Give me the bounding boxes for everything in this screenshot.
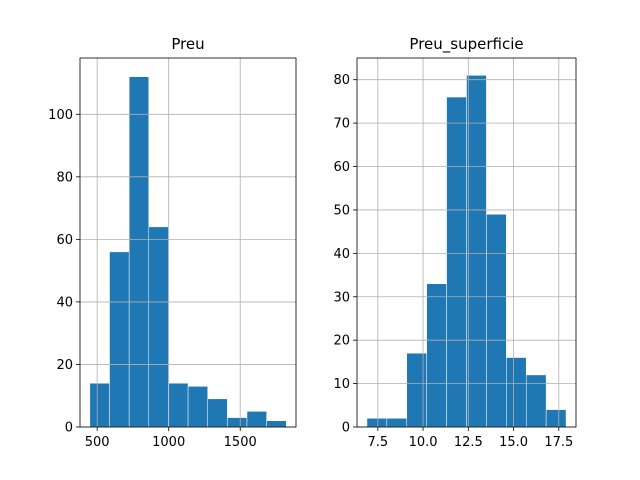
y-tick-label: 10	[333, 377, 350, 392]
x-tick-label: 12.5	[454, 435, 483, 450]
histogram-bar	[506, 357, 527, 428]
y-tick-label: 40	[333, 247, 350, 262]
y-tick-label: 30	[333, 290, 350, 305]
x-tick-label: 500	[85, 435, 110, 450]
y-tick-label: 80	[333, 73, 350, 88]
axes-frame	[356, 57, 577, 428]
histogram-bar	[406, 352, 427, 428]
y-tick-label: 60	[333, 160, 350, 175]
y-tick-label: 70	[333, 117, 350, 132]
histogram-bar	[109, 251, 130, 428]
y-tick-label: 80	[56, 170, 73, 185]
y-tick-label: 60	[56, 233, 73, 248]
y-tick-label: 0	[342, 421, 350, 436]
histogram-bar	[386, 418, 408, 428]
histogram-bar	[89, 382, 110, 428]
histogram-bar	[366, 418, 388, 428]
chart-title: Preu	[171, 35, 204, 53]
histogram-preu-superficie: 7.5 10.0 12.5 15.0 17.5 0 10 20 30 40 50 60 70 80 Preu…	[333, 35, 577, 450]
chart-title: Preu_superficie	[409, 35, 523, 54]
y-tick-label: 50	[333, 203, 350, 218]
histogram-bar	[246, 411, 267, 428]
histogram-bar	[266, 420, 287, 428]
histogram-bar	[486, 214, 507, 428]
histogram-bar	[148, 226, 169, 428]
histogram-bar	[227, 417, 248, 428]
histogram-bar	[168, 382, 189, 428]
y-tick-label: 0	[65, 421, 73, 436]
y-tick-label: 20	[333, 334, 350, 349]
y-tick-label: 40	[56, 295, 73, 310]
histogram-bar	[446, 96, 467, 428]
histogram-bar	[187, 386, 208, 428]
histogram-bar	[525, 374, 547, 428]
x-tick-label: 1000	[152, 435, 185, 450]
histogram-bar	[426, 283, 447, 428]
histogram-bar	[128, 76, 150, 428]
x-tick-label: 7.5	[367, 435, 388, 450]
histogram-preu: 500 1000 1500 0 20 40 60 80 100 Preu	[48, 35, 297, 450]
x-tick-label: 15.0	[499, 435, 528, 450]
x-tick-label: 10.0	[409, 435, 438, 450]
histogram-bar	[466, 75, 487, 428]
histogram-bar	[207, 398, 228, 428]
y-tick-label: 100	[48, 108, 73, 123]
x-tick-label: 1500	[224, 435, 257, 450]
y-tick-label: 20	[56, 358, 73, 373]
histogram-bar	[545, 409, 567, 428]
x-tick-label: 17.5	[544, 435, 573, 450]
axes-frame	[79, 57, 297, 428]
